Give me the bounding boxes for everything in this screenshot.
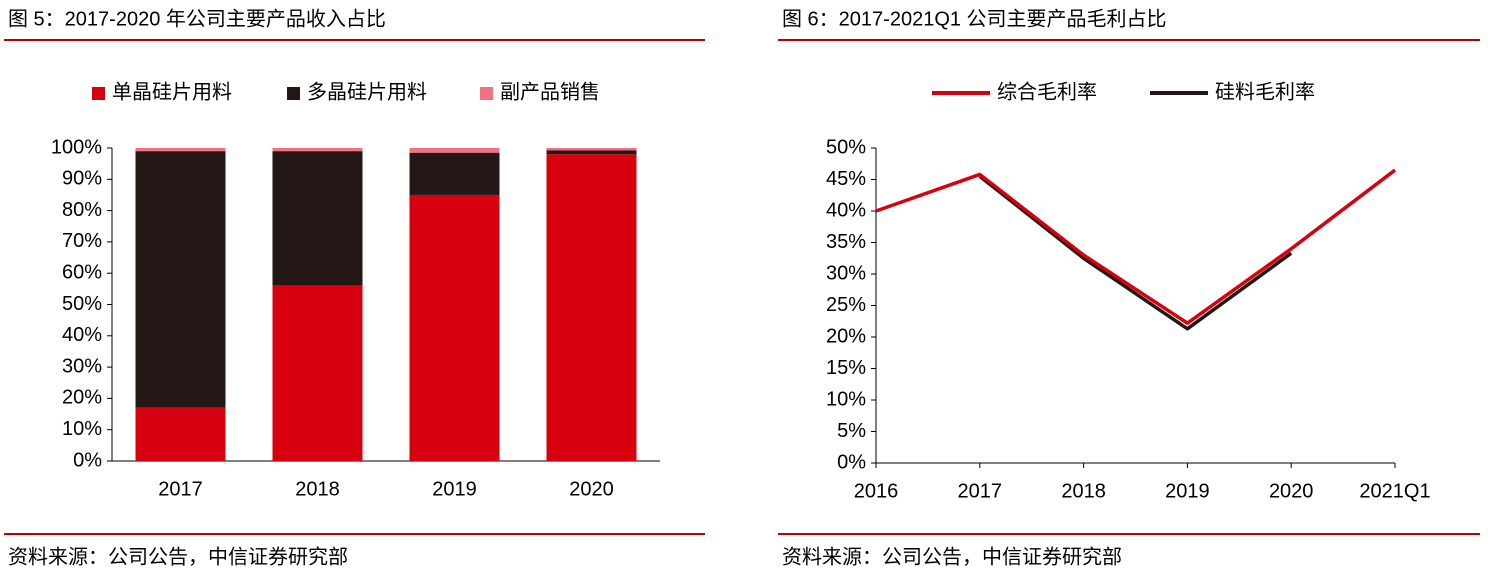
x-tick-label: 2021Q1 xyxy=(1359,480,1430,502)
x-tick-label: 2017 xyxy=(158,478,203,500)
legend-label: 综合毛利率 xyxy=(997,80,1097,103)
x-tick-label: 2020 xyxy=(569,478,614,500)
bar-segment xyxy=(409,152,500,195)
y-tick-label: 20% xyxy=(826,325,866,347)
chart-title: 图 5：2017-2020 年公司主要产品收入占比 xyxy=(8,7,386,30)
y-tick-label: 60% xyxy=(62,261,102,283)
x-tick-label: 2018 xyxy=(1061,480,1106,502)
bar-segment xyxy=(135,407,226,461)
x-tick-label: 2018 xyxy=(295,478,340,500)
y-tick-label: 40% xyxy=(62,324,102,346)
y-tick-label: 35% xyxy=(826,231,866,253)
y-tick-label: 0% xyxy=(73,449,102,471)
y-tick-label: 5% xyxy=(837,420,866,442)
y-tick-label: 70% xyxy=(62,230,102,252)
bar-segment xyxy=(409,194,500,461)
bar-segment xyxy=(135,148,226,152)
x-tick-label: 2019 xyxy=(1165,480,1210,502)
legend-label: 副产品销售 xyxy=(500,80,600,103)
y-tick-label: 10% xyxy=(62,418,102,440)
bar-segment xyxy=(135,151,226,408)
y-tick-label: 30% xyxy=(826,262,866,284)
bar-segment xyxy=(409,148,500,153)
y-tick-label: 90% xyxy=(62,168,102,190)
legend-label: 单晶硅片用料 xyxy=(112,80,232,103)
y-tick-label: 20% xyxy=(62,387,102,409)
legend-swatch xyxy=(92,87,105,100)
x-tick-label: 2017 xyxy=(958,480,1003,502)
line-series xyxy=(875,168,1397,325)
y-tick-label: 25% xyxy=(826,294,866,316)
legend-swatch xyxy=(480,87,493,100)
y-tick-label: 40% xyxy=(826,199,866,221)
bar-segment xyxy=(546,148,637,151)
y-tick-label: 50% xyxy=(826,136,866,158)
y-tick-label: 30% xyxy=(62,355,102,377)
x-tick-label: 2020 xyxy=(1269,480,1314,502)
legend-label: 多晶硅片用料 xyxy=(307,80,427,103)
y-tick-label: 50% xyxy=(62,293,102,315)
y-tick-label: 15% xyxy=(826,357,866,379)
bar-segment xyxy=(546,154,637,461)
y-tick-label: 45% xyxy=(826,168,866,190)
source-note: 资料来源：公司公告，中信证券研究部 xyxy=(8,545,348,568)
y-tick-label: 100% xyxy=(51,136,102,158)
legend-swatch xyxy=(287,87,300,100)
chart-title: 图 6：2017-2021Q1 公司主要产品毛利占比 xyxy=(782,7,1167,30)
bar-segment xyxy=(272,151,363,286)
line-series xyxy=(978,174,1293,331)
y-tick-label: 80% xyxy=(62,199,102,221)
bar-segment xyxy=(546,150,637,155)
bar-segment xyxy=(272,148,363,152)
source-note: 资料来源：公司公告，中信证券研究部 xyxy=(782,545,1122,568)
x-tick-label: 2016 xyxy=(854,480,899,502)
bar-segment xyxy=(272,285,363,461)
x-tick-label: 2019 xyxy=(432,478,477,500)
y-tick-label: 0% xyxy=(837,451,866,473)
legend-label: 硅料毛利率 xyxy=(1215,80,1315,103)
y-tick-label: 10% xyxy=(826,388,866,410)
